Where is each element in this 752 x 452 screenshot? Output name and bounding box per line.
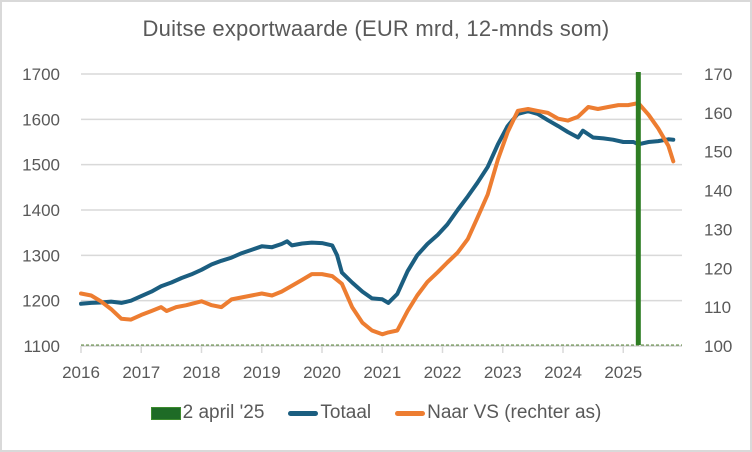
marker-bar-2-april-25 [635,72,641,345]
gridlines [81,73,682,302]
x-tick-label: 2023 [484,363,522,382]
x-tick-label: 2024 [544,363,582,382]
legend-item-marker: 2 april '25 [150,402,265,424]
x-tick-label: 2022 [424,363,462,382]
x-axis: 2016 2017 2018 2019 2020 2021 2022 2023 2024 2025 [62,344,682,382]
y-left-tick-label: 1400 [22,201,60,220]
x-tick-label: 2016 [62,363,100,382]
y-left-tick-label: 1500 [22,156,60,175]
y-axis-right: 100 110 120 130 140 150 160 170 [704,65,732,356]
legend: 2 april '25 Totaal Naar VS (rechter as) [0,402,752,424]
y-right-tick-label: 130 [704,220,732,239]
legend-item-totaal: Totaal [288,402,371,424]
legend-swatch-marker [150,406,181,420]
series-line-totaal [79,109,676,306]
legend-label-totaal: Totaal [320,402,372,423]
chart-title: Duitse exportwaarde (EUR mrd, 12-mnds so… [142,16,610,41]
y-right-tick-label: 170 [704,65,732,84]
y-left-tick-label: 1300 [22,246,60,265]
x-tick-label: 2025 [604,363,642,382]
legend-label-naar-vs: Naar VS (rechter as) [427,402,602,423]
y-right-tick-label: 100 [704,337,732,356]
series-line-naar-vs [79,101,676,337]
x-tick-label: 2020 [303,363,341,382]
x-tick-label: 2018 [183,363,221,382]
series-group [79,101,676,337]
y-left-tick-label: 1700 [22,65,60,84]
y-right-tick-label: 110 [704,298,731,317]
x-tick-label: 2019 [243,363,281,382]
y-left-tick-label: 1200 [22,292,60,311]
y-right-tick-label: 120 [704,259,732,278]
legend-item-naar-vs: Naar VS (rechter as) [395,402,601,424]
legend-swatch-naar-vs [395,410,426,416]
marker-group [635,72,641,345]
x-tick-label: 2021 [363,363,401,382]
y-left-tick-label: 1100 [23,337,60,356]
x-tick-label: 2017 [122,363,160,382]
legend-swatch-totaal [288,410,319,416]
y-left-tick-label: 1600 [22,110,60,129]
y-axis-left: 1100 1200 1300 1400 1500 1600 1700 [22,65,60,356]
y-right-tick-label: 140 [704,182,732,201]
y-right-tick-label: 150 [704,143,732,162]
y-right-tick-label: 160 [704,104,732,123]
legend-label-marker: 2 april '25 [182,402,265,423]
